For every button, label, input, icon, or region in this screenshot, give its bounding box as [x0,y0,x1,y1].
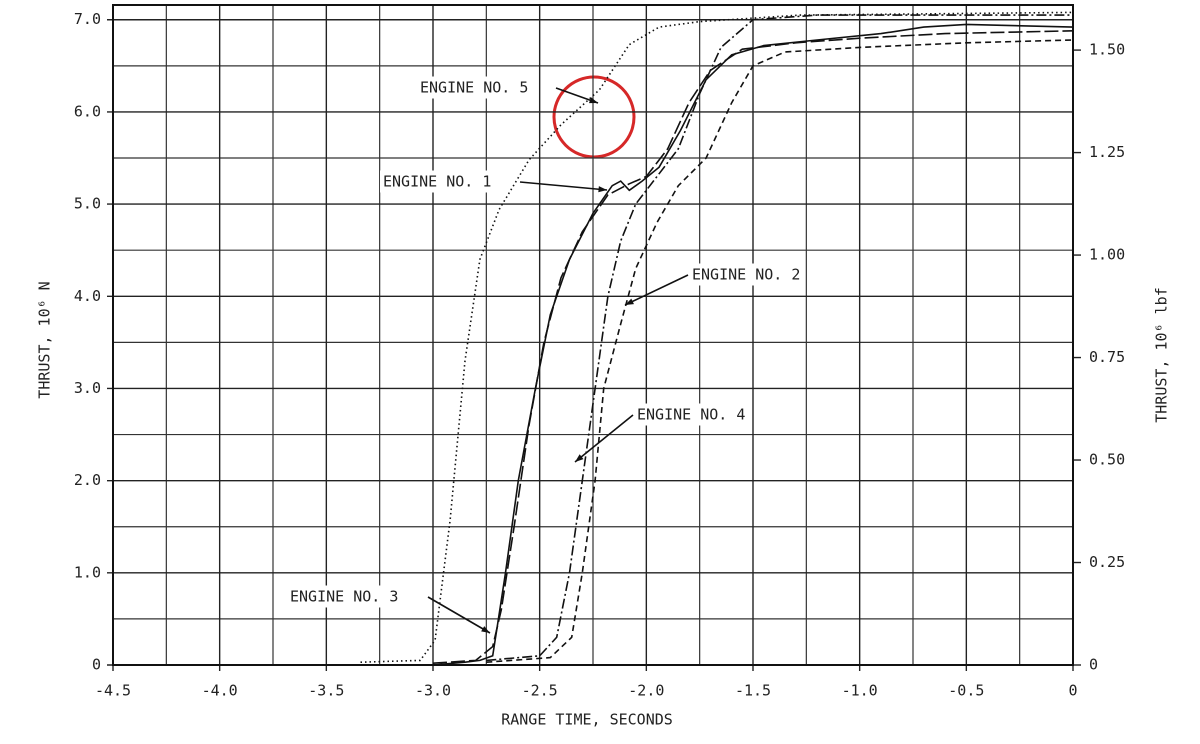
label-arrowhead [589,97,598,104]
y-tick-label: 6.0 [74,102,101,120]
y2-tick-label: 1.25 [1089,143,1125,161]
series-label: ENGINE NO. 3 [290,588,398,606]
x-tick-label: -3.5 [308,682,344,700]
series-line [486,39,1074,663]
y-tick-label: 2.0 [74,471,101,489]
label-background [689,263,804,286]
label-background [287,585,402,608]
y2-tick-label: 0.75 [1089,348,1125,366]
y2-tick-label: 1.50 [1089,41,1125,59]
y2-axis-title: THRUST, 10⁶ lbf [1153,287,1171,422]
y-tick-label: 5.0 [74,195,101,213]
series-label: ENGINE NO. 5 [420,79,528,97]
y-tick-label: 4.0 [74,287,101,305]
x-tick-label: -1.0 [842,682,878,700]
x-tick-label: -2.5 [522,682,558,700]
label-arrowhead [575,454,584,462]
y2-tick-label: 1.00 [1089,246,1125,264]
y-tick-label: 3.0 [74,379,101,397]
y2-tick-label: 0.50 [1089,451,1125,469]
x-tick-label: -1.5 [735,682,771,700]
series-line [486,14,1073,662]
label-arrowhead [481,626,490,633]
highlight-circle [552,75,636,159]
x-tick-label: -4.0 [202,682,238,700]
series-label: ENGINE NO. 1 [383,173,491,191]
x-tick-label: -0.5 [948,682,984,700]
label-background [417,76,532,99]
y-tick-label: 0 [92,656,101,674]
series-label: ENGINE NO. 4 [637,406,745,424]
label-leader [427,596,491,634]
label-background [634,403,749,426]
label-background [380,170,495,193]
y-axis-title: THRUST, 10⁶ N [36,281,54,398]
series-line [432,30,1074,664]
label-arrowhead [598,186,607,193]
x-axis-title: RANGE TIME, SECONDS [501,711,673,729]
y-tick-label: 1.0 [74,563,101,581]
label-leader [624,274,689,306]
y2-tick-label: 0 [1089,656,1098,674]
series-label: ENGINE NO. 2 [692,266,800,284]
plot-frame [112,4,1074,666]
y-tick-label: 7.0 [74,10,101,28]
x-tick-label: -3.0 [415,682,451,700]
label-leader [519,181,608,191]
label-arrowhead [625,298,634,305]
x-tick-label: -4.5 [95,682,131,700]
label-leader [574,414,634,463]
x-tick-label: -2.0 [628,682,664,700]
x-tick-label: 0 [1068,682,1077,700]
y2-tick-label: 0.25 [1089,553,1125,571]
